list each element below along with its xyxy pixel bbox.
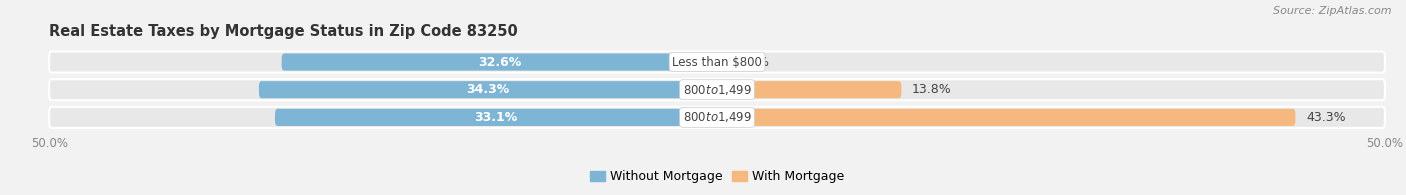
Text: 32.6%: 32.6% (478, 56, 522, 68)
Text: Source: ZipAtlas.com: Source: ZipAtlas.com (1274, 6, 1392, 16)
Text: $800 to $1,499: $800 to $1,499 (682, 110, 752, 124)
Text: Real Estate Taxes by Mortgage Status in Zip Code 83250: Real Estate Taxes by Mortgage Status in … (49, 24, 517, 39)
FancyBboxPatch shape (717, 81, 901, 98)
Legend: Without Mortgage, With Mortgage: Without Mortgage, With Mortgage (585, 165, 849, 188)
FancyBboxPatch shape (49, 51, 1385, 73)
Text: 34.3%: 34.3% (467, 83, 509, 96)
Text: 43.3%: 43.3% (1306, 111, 1346, 124)
Text: 0.0%: 0.0% (737, 56, 769, 68)
FancyBboxPatch shape (49, 79, 1385, 100)
FancyBboxPatch shape (281, 53, 717, 71)
Text: Less than $800: Less than $800 (672, 56, 762, 68)
Text: 33.1%: 33.1% (474, 111, 517, 124)
FancyBboxPatch shape (259, 81, 717, 98)
Text: $800 to $1,499: $800 to $1,499 (682, 83, 752, 97)
FancyBboxPatch shape (717, 109, 1295, 126)
FancyBboxPatch shape (276, 109, 717, 126)
FancyBboxPatch shape (49, 107, 1385, 128)
Text: 13.8%: 13.8% (912, 83, 952, 96)
